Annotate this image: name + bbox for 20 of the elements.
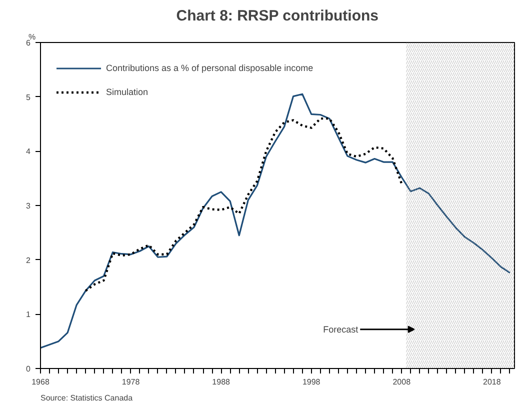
x-tick-label: 1968: [32, 378, 50, 386]
x-tick-label: 1988: [212, 378, 231, 386]
y-tick-label: 2: [26, 256, 32, 265]
legend-label: Simulation: [106, 87, 148, 97]
y-tick-label: 4: [26, 147, 32, 156]
x-tick-label: 2008: [392, 378, 412, 386]
y-tick-label: 3: [26, 202, 32, 210]
x-tick-label: 1978: [122, 378, 140, 386]
y-tick-label: 5: [26, 92, 32, 102]
y-tick-label: 1: [26, 310, 32, 320]
x-tick-label: 2018: [483, 378, 502, 386]
y-tick-label: 6: [26, 38, 32, 48]
legend-label: Contributions as a % of personal disposable income: [106, 63, 314, 73]
band-label: Forecast: [323, 324, 359, 334]
source-note: Source: Statistics Canada: [40, 394, 134, 402]
chart-title: Chart 8: RRSP contributions: [176, 8, 378, 24]
y-axis-title: %: [28, 32, 36, 42]
line-series: [84, 117, 403, 292]
x-tick-label: 1998: [302, 378, 321, 386]
y-tick-label: 0: [26, 364, 32, 374]
